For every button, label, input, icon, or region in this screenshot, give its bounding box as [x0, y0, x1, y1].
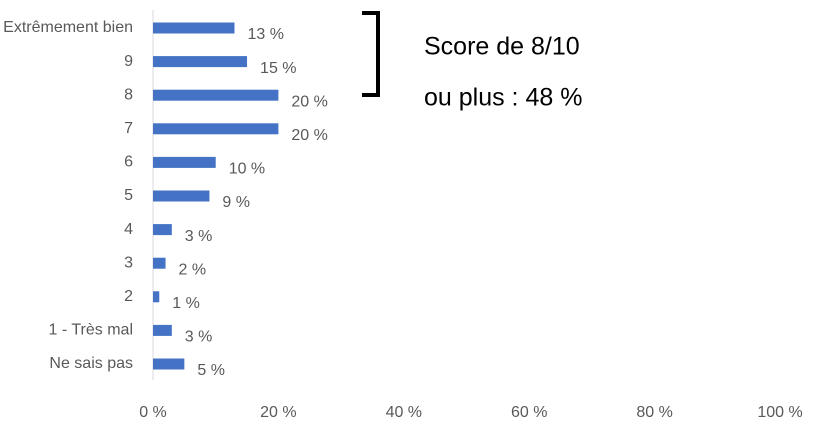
bar	[153, 190, 210, 202]
y-tick-label: 4	[124, 221, 133, 238]
x-tick-label: 20 %	[260, 404, 296, 421]
bar	[153, 123, 279, 135]
data-label: 3 %	[185, 329, 213, 346]
y-tick-label: 1 - Très mal	[49, 322, 133, 339]
x-tick-label: 100 %	[757, 404, 802, 421]
bracket	[362, 11, 380, 97]
x-tick-label: 0 %	[139, 404, 167, 421]
data-label: 10 %	[229, 161, 265, 178]
bar	[153, 257, 166, 269]
y-tick-label: 10 - Extrêmement bien	[0, 19, 133, 36]
bar	[153, 324, 172, 336]
data-label: 9 %	[222, 194, 250, 211]
data-label: 5 %	[197, 362, 225, 379]
data-label: 15 %	[260, 60, 296, 77]
data-label: 3 %	[185, 228, 213, 245]
y-tick-label: 9	[124, 53, 133, 70]
annotation: Score de 8/10	[424, 33, 580, 61]
data-label: 2 %	[179, 261, 207, 278]
x-tick-label: 80 %	[636, 404, 672, 421]
x-tick-label: 60 %	[511, 404, 547, 421]
data-label: 13 %	[248, 26, 284, 43]
y-tick-label: 3	[124, 254, 133, 271]
bar	[153, 358, 185, 370]
data-label: 20 %	[291, 127, 327, 144]
bar	[153, 156, 216, 168]
bar	[153, 89, 279, 101]
y-tick-label: 5	[124, 187, 133, 204]
data-label: 1 %	[172, 295, 200, 312]
annotation: ou plus : 48 %	[424, 84, 582, 112]
bar	[153, 224, 172, 236]
y-tick-label: 7	[124, 120, 133, 137]
y-tick-label: 8	[124, 86, 133, 103]
y-tick-label: Ne sais pas	[49, 355, 133, 372]
bar	[153, 22, 235, 34]
y-tick-label: 6	[124, 154, 133, 171]
x-tick-label: 40 %	[386, 404, 422, 421]
bar	[153, 56, 248, 68]
y-tick-label: 2	[124, 288, 133, 305]
data-label: 20 %	[291, 93, 327, 110]
bar	[153, 291, 160, 303]
